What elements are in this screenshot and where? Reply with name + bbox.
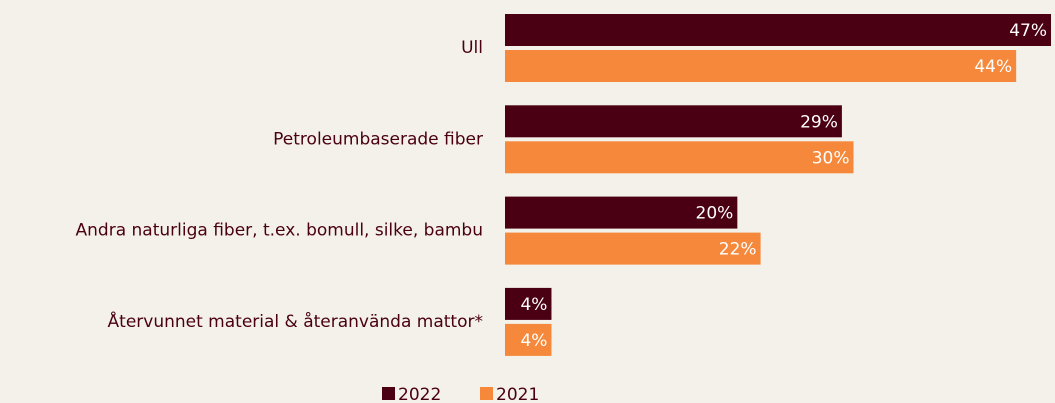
category-label: Petroleumbaserade fiber	[273, 129, 483, 149]
legend-label: 2022	[398, 385, 441, 403]
category-label: Återvunnet material & återanvända mattor…	[108, 310, 483, 332]
bar	[505, 14, 1051, 46]
bar	[505, 105, 842, 138]
category-label: Andra naturliga fiber, t.ex. bomull, sil…	[76, 221, 483, 241]
legend-swatch	[480, 387, 493, 400]
value-label: 4%	[520, 331, 547, 351]
value-label: 4%	[520, 295, 547, 315]
bar	[505, 232, 761, 265]
value-label: 44%	[974, 57, 1012, 77]
category-label: Ull	[461, 38, 483, 58]
bar	[505, 323, 552, 356]
value-label: 22%	[719, 240, 757, 260]
value-label: 29%	[800, 112, 838, 132]
value-label: 30%	[812, 148, 850, 168]
bar	[505, 287, 552, 320]
legend-swatch	[382, 387, 395, 400]
bar	[505, 196, 738, 229]
value-label: 47%	[1009, 21, 1047, 41]
value-label: 20%	[696, 204, 734, 224]
bar	[505, 141, 854, 174]
legend-label: 2021	[496, 385, 539, 403]
bar	[505, 50, 1017, 82]
